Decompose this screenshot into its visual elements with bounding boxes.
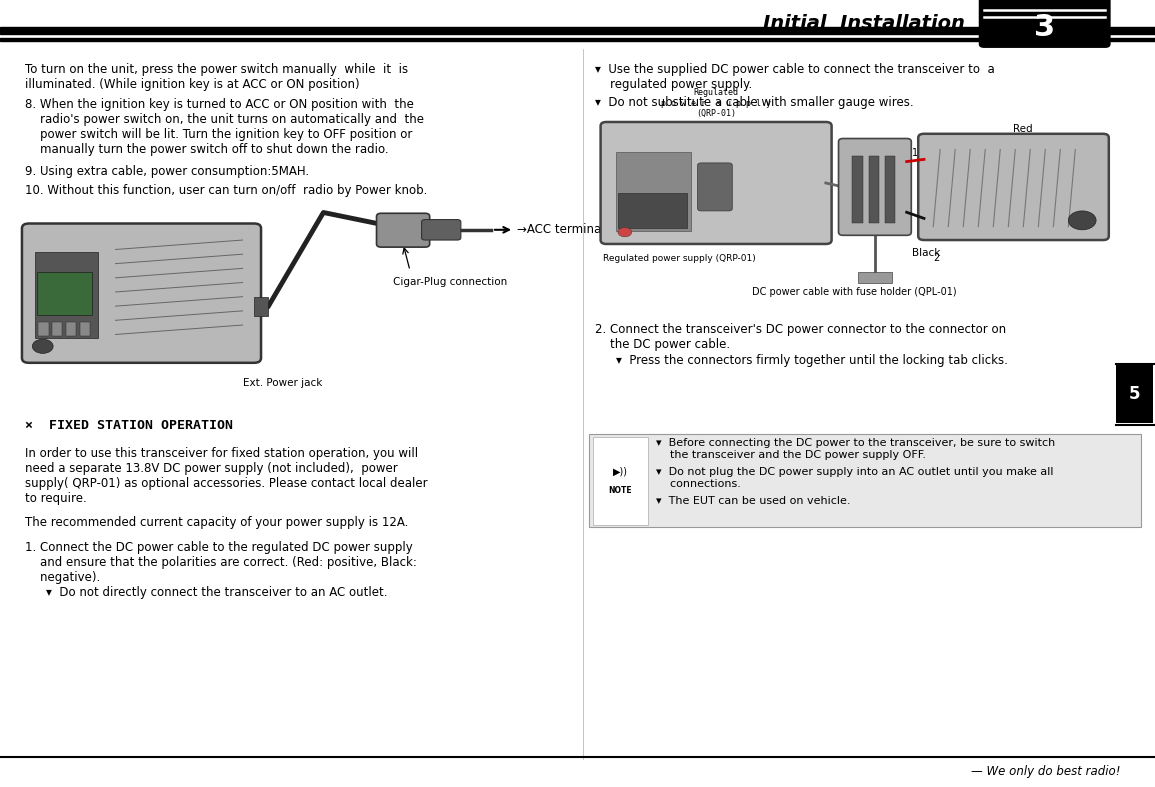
Bar: [0, 38, 1155, 41]
Text: 10. Without this function, user can turn on/off  radio by Power knob.: 10. Without this function, user can turn…: [25, 184, 427, 198]
FancyBboxPatch shape: [422, 220, 461, 240]
Bar: [593, 437, 648, 525]
Text: Black: Black: [912, 248, 941, 258]
Text: Regulated power supply (QRP-01): Regulated power supply (QRP-01): [603, 254, 755, 263]
Bar: [1116, 365, 1153, 423]
Text: 8. When the ignition key is turned to ACC or ON position with  the
    radio's p: 8. When the ignition key is turned to AC…: [25, 98, 424, 156]
Text: 1: 1: [912, 149, 918, 158]
Text: 9. Using extra cable, power consumption:5MAH.: 9. Using extra cable, power consumption:…: [25, 165, 310, 179]
FancyBboxPatch shape: [601, 122, 832, 244]
Text: Regulated
p o w e r  s u p p l y
(QRP-01): Regulated p o w e r s u p p l y (QRP-01): [661, 88, 772, 118]
Bar: [852, 156, 863, 223]
Text: ▶)): ▶)): [613, 467, 627, 476]
Text: 3: 3: [1034, 13, 1055, 42]
Text: To turn on the unit, press the power switch manually  while  it  is
illuminated.: To turn on the unit, press the power swi…: [25, 63, 409, 91]
Text: DC power cable with fuse holder (QPL-01): DC power cable with fuse holder (QPL-01): [752, 287, 957, 297]
Text: 5: 5: [1128, 386, 1140, 403]
FancyBboxPatch shape: [377, 213, 430, 247]
Bar: [38, 322, 49, 336]
FancyBboxPatch shape: [979, 0, 1110, 47]
Circle shape: [618, 227, 632, 237]
Circle shape: [1068, 211, 1096, 230]
Text: ▾  Before connecting the DC power to the transceiver, be sure to switch
    the : ▾ Before connecting the DC power to the …: [656, 438, 1056, 460]
Text: Ext. Power jack: Ext. Power jack: [243, 378, 322, 388]
Circle shape: [32, 339, 53, 353]
Bar: [616, 152, 691, 231]
Bar: [0, 27, 1155, 34]
FancyBboxPatch shape: [839, 139, 911, 235]
Text: ▾  Do not substitute a cable with smaller gauge wires.: ▾ Do not substitute a cable with smaller…: [595, 96, 914, 109]
Text: The recommended current capacity of your power supply is 12A.: The recommended current capacity of your…: [25, 516, 409, 530]
Bar: [618, 193, 687, 228]
Text: Cigar-Plug connection: Cigar-Plug connection: [393, 277, 507, 287]
Bar: [885, 156, 895, 223]
Text: NOTE: NOTE: [609, 486, 632, 495]
Text: ⨯  FIXED STATION OPERATION: ⨯ FIXED STATION OPERATION: [25, 419, 233, 432]
FancyBboxPatch shape: [698, 163, 732, 211]
Bar: [66, 322, 76, 336]
Bar: [254, 297, 268, 316]
FancyBboxPatch shape: [22, 224, 261, 363]
Text: ▾  Do not plug the DC power supply into an AC outlet until you make all
    conn: ▾ Do not plug the DC power supply into a…: [656, 467, 1053, 489]
Bar: [52, 322, 62, 336]
Bar: [35, 252, 98, 338]
Text: — We only do best radio!: — We only do best radio!: [971, 765, 1120, 778]
FancyBboxPatch shape: [918, 134, 1109, 240]
Text: ▾  Do not directly connect the transceiver to an AC outlet.: ▾ Do not directly connect the transceive…: [46, 586, 388, 599]
Text: 2: 2: [933, 253, 939, 264]
Text: 2. Connect the transceiver's DC power connector to the connector on
    the DC p: 2. Connect the transceiver's DC power co…: [595, 323, 1006, 351]
Bar: [857, 272, 892, 283]
Bar: [80, 322, 90, 336]
Text: Red: Red: [1013, 124, 1033, 134]
Text: ▾  The EUT can be used on vehicle.: ▾ The EUT can be used on vehicle.: [656, 496, 850, 506]
Text: →ACC terminal: →ACC terminal: [517, 224, 605, 236]
Bar: [869, 156, 879, 223]
Text: ▾  Use the supplied DC power cable to connect the transceiver to  a
    regulate: ▾ Use the supplied DC power cable to con…: [595, 63, 994, 91]
Bar: [589, 434, 1141, 527]
Bar: [37, 272, 92, 315]
Text: In order to use this transceiver for fixed station operation, you will
need a se: In order to use this transceiver for fix…: [25, 447, 429, 505]
Text: ▾  Press the connectors firmly together until the locking tab clicks.: ▾ Press the connectors firmly together u…: [616, 354, 1007, 368]
Text: 1. Connect the DC power cable to the regulated DC power supply
    and ensure th: 1. Connect the DC power cable to the reg…: [25, 541, 417, 585]
Text: Initial  Installation: Initial Installation: [762, 14, 964, 33]
